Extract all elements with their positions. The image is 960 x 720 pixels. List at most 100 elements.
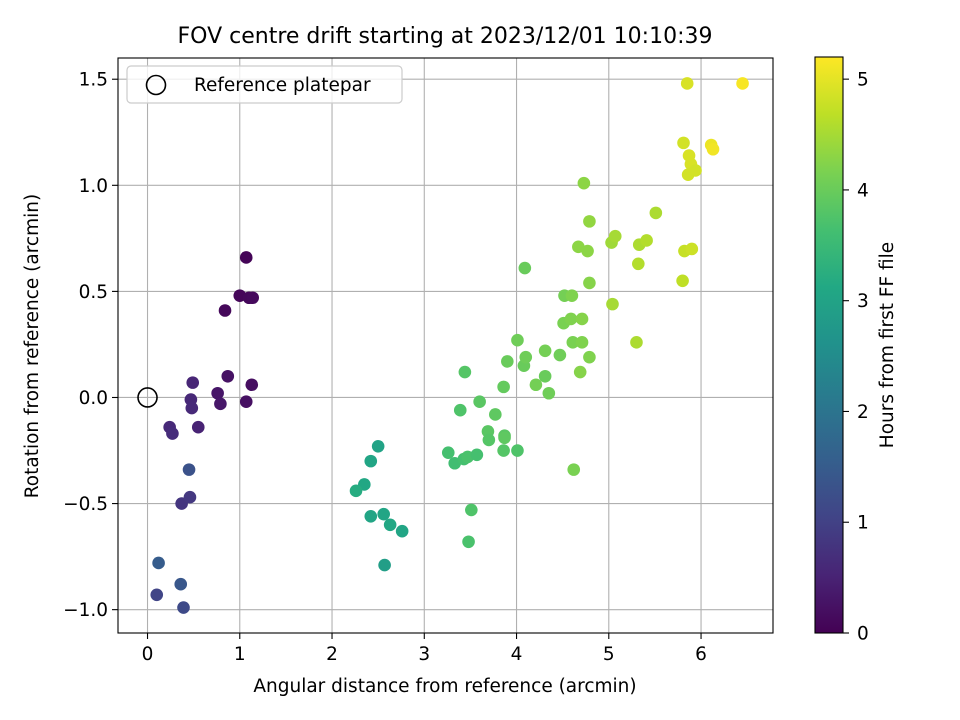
scatter-point — [553, 348, 567, 362]
x-tick-label: 4 — [511, 644, 523, 665]
x-gridlines — [146, 58, 702, 633]
scatter-point — [364, 454, 378, 468]
scatter-point — [685, 242, 699, 256]
scatter-point — [182, 463, 196, 476]
legend: Reference platepar — [126, 65, 403, 104]
y-tick-label: 0.0 — [79, 388, 108, 409]
scatter-point — [575, 336, 589, 349]
scatter-point — [166, 427, 179, 440]
scatter-point — [689, 164, 702, 177]
scatter-point — [606, 297, 619, 311]
y-tick-label: 1.0 — [79, 176, 108, 197]
scatter-point — [677, 136, 690, 150]
reference-platepar-marker — [137, 387, 158, 408]
plot-background — [118, 58, 773, 633]
scatter-point — [573, 365, 587, 379]
scatter-point — [211, 386, 224, 400]
scatter-point — [378, 558, 391, 572]
x-tick-label: 2 — [326, 644, 338, 665]
colorbar-tick-label: 3 — [857, 291, 869, 312]
scatter-point — [183, 490, 197, 504]
y-tick-label: 1.5 — [79, 70, 108, 91]
scatter-point — [736, 77, 749, 90]
scatter-point — [501, 355, 514, 368]
scatter-point — [676, 274, 689, 288]
colorbar-label: Hours from first FF file — [877, 242, 898, 448]
scatter-point — [453, 403, 467, 417]
scatter-point — [482, 433, 496, 447]
colorbar-tick-label: 2 — [857, 402, 869, 423]
x-tick-label: 6 — [695, 644, 707, 665]
scatter-point — [371, 439, 385, 453]
scatter-point — [349, 484, 363, 498]
scatter-point — [246, 291, 259, 305]
legend-box — [126, 65, 403, 104]
scatter-point — [497, 380, 510, 394]
y-tick-label: 0.5 — [79, 282, 108, 303]
scatter-point — [185, 401, 199, 415]
scatter-point — [583, 215, 596, 228]
scatter-point — [519, 350, 533, 364]
scatter-point — [630, 336, 643, 349]
scatter-point — [566, 336, 580, 349]
scatter-point — [706, 142, 720, 156]
scatter-point — [680, 77, 694, 90]
scatter-point — [383, 518, 397, 532]
chart-title: FOV centre drift starting at 2023/12/01 … — [178, 24, 713, 49]
scatter-point — [441, 446, 455, 459]
legend-label: Reference platepar — [194, 75, 371, 96]
x-axis-ticks: 0 1 2 3 4 5 6 — [142, 633, 707, 665]
scatter-point — [632, 257, 645, 271]
plot-frame — [117, 57, 774, 634]
scatter-point — [538, 344, 552, 358]
scatter-point — [567, 463, 581, 476]
x-tick-label: 0 — [142, 644, 154, 665]
scatter-point — [470, 448, 484, 462]
y-axis-label: Rotation from reference (arcmin) — [22, 194, 43, 498]
scatter-point — [583, 350, 596, 364]
scatter-point — [565, 289, 579, 302]
scatter-point — [174, 577, 188, 591]
colorbar-frame — [814, 56, 844, 634]
scatter-point — [473, 395, 486, 409]
scatter-point — [462, 535, 475, 549]
colorbar: 0 1 2 3 4 5 Hours from first FF file — [814, 56, 898, 645]
scatter-point — [458, 365, 472, 379]
scatter-point — [542, 386, 556, 400]
y-tick-label: −0.5 — [63, 494, 108, 515]
scatter-point — [186, 376, 200, 389]
scatter-point — [214, 397, 227, 411]
scatter-point — [497, 444, 510, 457]
scatter-point — [575, 312, 589, 326]
scatter-point — [581, 244, 594, 258]
colorbar-tick-label: 0 — [857, 624, 869, 645]
scatter-point — [608, 229, 622, 243]
x-tick-label: 5 — [603, 644, 615, 665]
scatter-point — [239, 251, 253, 264]
scatter-point — [489, 408, 502, 421]
scatter-point — [218, 304, 232, 317]
scatter-point — [518, 261, 532, 275]
scatter-point — [511, 333, 524, 347]
scatter-point — [538, 369, 552, 383]
plot-area — [117, 57, 774, 634]
scatter-point — [377, 507, 390, 521]
x-tick-label: 1 — [234, 644, 246, 665]
scatter-point — [395, 524, 409, 538]
scatter-point — [529, 378, 543, 392]
scatter-points — [150, 77, 749, 614]
scatter-point — [191, 420, 205, 434]
colorbar-tick-label: 5 — [857, 70, 869, 91]
scatter-point — [245, 378, 259, 392]
colorbar-gradient — [815, 57, 843, 633]
scatter-point — [239, 395, 253, 409]
scatter-point — [465, 503, 478, 517]
x-tick-label: 3 — [418, 644, 430, 665]
scatter-point — [564, 312, 578, 326]
scatter-point — [577, 176, 591, 190]
y-tick-label: −1.0 — [63, 600, 108, 621]
scatter-point — [511, 444, 524, 457]
scatter-point — [583, 276, 596, 290]
scatter-point — [364, 510, 378, 523]
